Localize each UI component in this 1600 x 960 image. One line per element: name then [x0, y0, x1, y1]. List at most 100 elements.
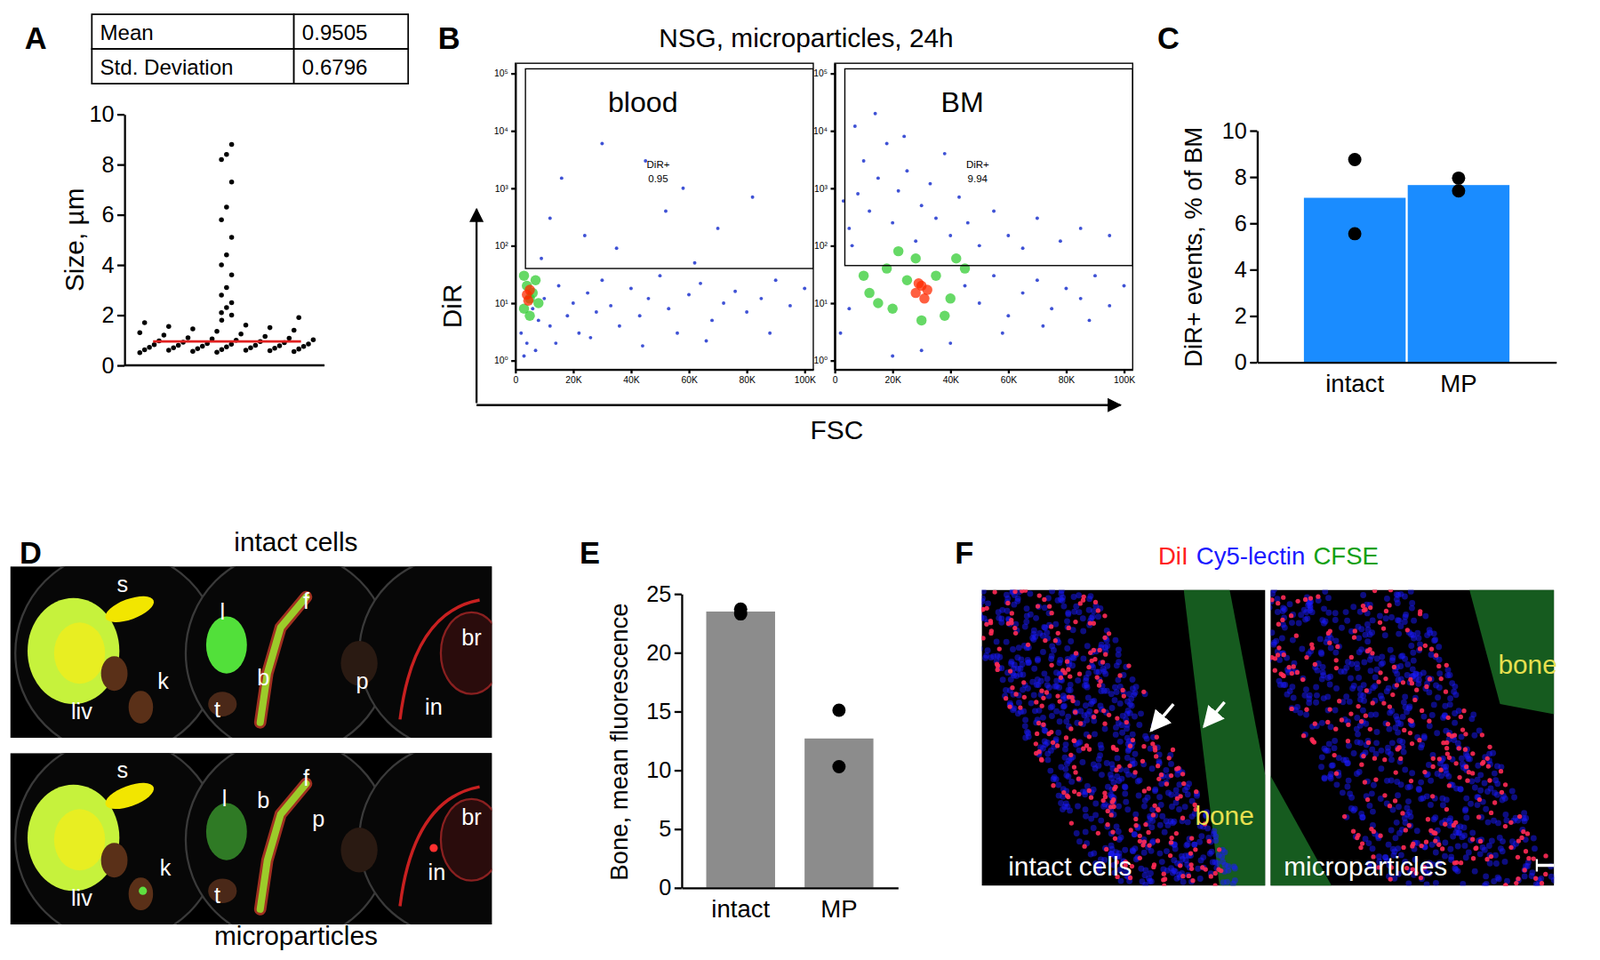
- tissue: [1410, 617, 1417, 624]
- tissue: [1161, 829, 1168, 836]
- data-point: [229, 312, 235, 319]
- data-point: [862, 159, 866, 163]
- tissue: [1356, 768, 1363, 776]
- data-point: [1451, 171, 1465, 185]
- tissue: [1055, 729, 1062, 736]
- data-point: [594, 310, 599, 314]
- tissue: [1355, 674, 1362, 681]
- tissue: [1416, 647, 1423, 654]
- tick: 10¹: [495, 298, 516, 309]
- tissue: [1488, 838, 1496, 845]
- data-point: [681, 186, 686, 191]
- data-point: [1093, 273, 1097, 278]
- tissue: [981, 611, 983, 618]
- figure: A0246810Size, µmMean0.9505Std. Deviation…: [0, 0, 1600, 960]
- tissue: [1115, 651, 1122, 658]
- tissue: [1149, 817, 1156, 824]
- data-point: [253, 343, 259, 349]
- tick-label: 10¹: [495, 298, 509, 309]
- tissue: [1112, 731, 1120, 738]
- tissue: [1270, 598, 1274, 605]
- tissue: [1408, 769, 1416, 776]
- organ: [54, 622, 105, 684]
- tick-label: 10⁰: [494, 355, 509, 366]
- tissue: [1013, 631, 1018, 636]
- organ: [440, 799, 492, 881]
- tick-label: 10³: [814, 184, 828, 194]
- tissue: [1076, 776, 1083, 783]
- tick-label: 10⁴: [813, 126, 828, 136]
- tissue: [1077, 672, 1082, 677]
- tissue: [1026, 591, 1033, 598]
- tissue: [1072, 764, 1077, 769]
- tissue: [1048, 642, 1056, 649]
- data-point: [305, 341, 312, 347]
- tick: 4: [1234, 256, 1258, 282]
- tissue: [1148, 824, 1155, 831]
- tissue: [1462, 842, 1469, 849]
- dish: [185, 752, 391, 925]
- tick: 6: [102, 201, 126, 227]
- tissue: [1163, 848, 1170, 855]
- tissue: [1447, 846, 1454, 853]
- data-point: [272, 345, 278, 352]
- organ: [208, 878, 237, 904]
- data-point: [224, 344, 230, 351]
- tissue: [1097, 648, 1103, 653]
- tissue: [1114, 715, 1120, 720]
- tissue: [1068, 726, 1073, 731]
- data-point: [638, 313, 642, 318]
- tissue: [1462, 806, 1469, 813]
- tick-label: 80K: [1058, 375, 1075, 385]
- tick-mark: [830, 72, 835, 75]
- tissue: [1189, 862, 1194, 867]
- tissue: [1360, 592, 1367, 599]
- data-point: [629, 287, 633, 291]
- tick-mark: [674, 769, 682, 772]
- tissue: [1333, 637, 1340, 644]
- tissue: [1424, 792, 1431, 800]
- organ-label: b: [256, 787, 270, 813]
- tissue: [1393, 819, 1400, 826]
- data-point: [585, 291, 590, 296]
- tick-mark: [950, 369, 952, 375]
- tissue: [1357, 685, 1364, 692]
- tissue: [1154, 735, 1160, 740]
- tissue: [1364, 638, 1371, 645]
- tissue: [1158, 780, 1165, 787]
- tissue: [1421, 713, 1428, 720]
- tissue: [1281, 606, 1288, 613]
- image-title: intact cells: [1008, 851, 1132, 881]
- tissue: [1094, 709, 1099, 714]
- plot-area: [137, 142, 317, 356]
- tissue: [1287, 600, 1294, 608]
- tissue: [1373, 739, 1380, 746]
- tissue: [1397, 663, 1404, 670]
- tissue: [1313, 692, 1320, 699]
- data-point: [744, 310, 749, 314]
- data-point: [576, 331, 581, 336]
- tissue: [1486, 751, 1493, 758]
- data-point: [716, 226, 720, 231]
- tissue: [1374, 656, 1381, 663]
- tissue: [1102, 845, 1109, 852]
- organ: [54, 808, 105, 871]
- tissue: [993, 638, 1000, 645]
- tissue: [1082, 828, 1089, 835]
- tissue: [1091, 730, 1098, 737]
- organ-label: s: [116, 571, 128, 597]
- image: [9, 566, 492, 738]
- data-point: [802, 287, 807, 291]
- channel-label: Cy5-lectin: [1196, 542, 1305, 570]
- tissue: [981, 595, 985, 602]
- tissue: [1325, 594, 1332, 601]
- tissue: [1006, 621, 1011, 626]
- tissue: [1414, 630, 1421, 637]
- tissue: [1353, 714, 1360, 721]
- tissue: [1106, 631, 1112, 636]
- tissue: [1078, 720, 1083, 726]
- tissue: [1360, 659, 1368, 666]
- gate-label: DiR+: [647, 159, 671, 170]
- tissue: [1151, 864, 1156, 870]
- tissue: [1481, 847, 1488, 854]
